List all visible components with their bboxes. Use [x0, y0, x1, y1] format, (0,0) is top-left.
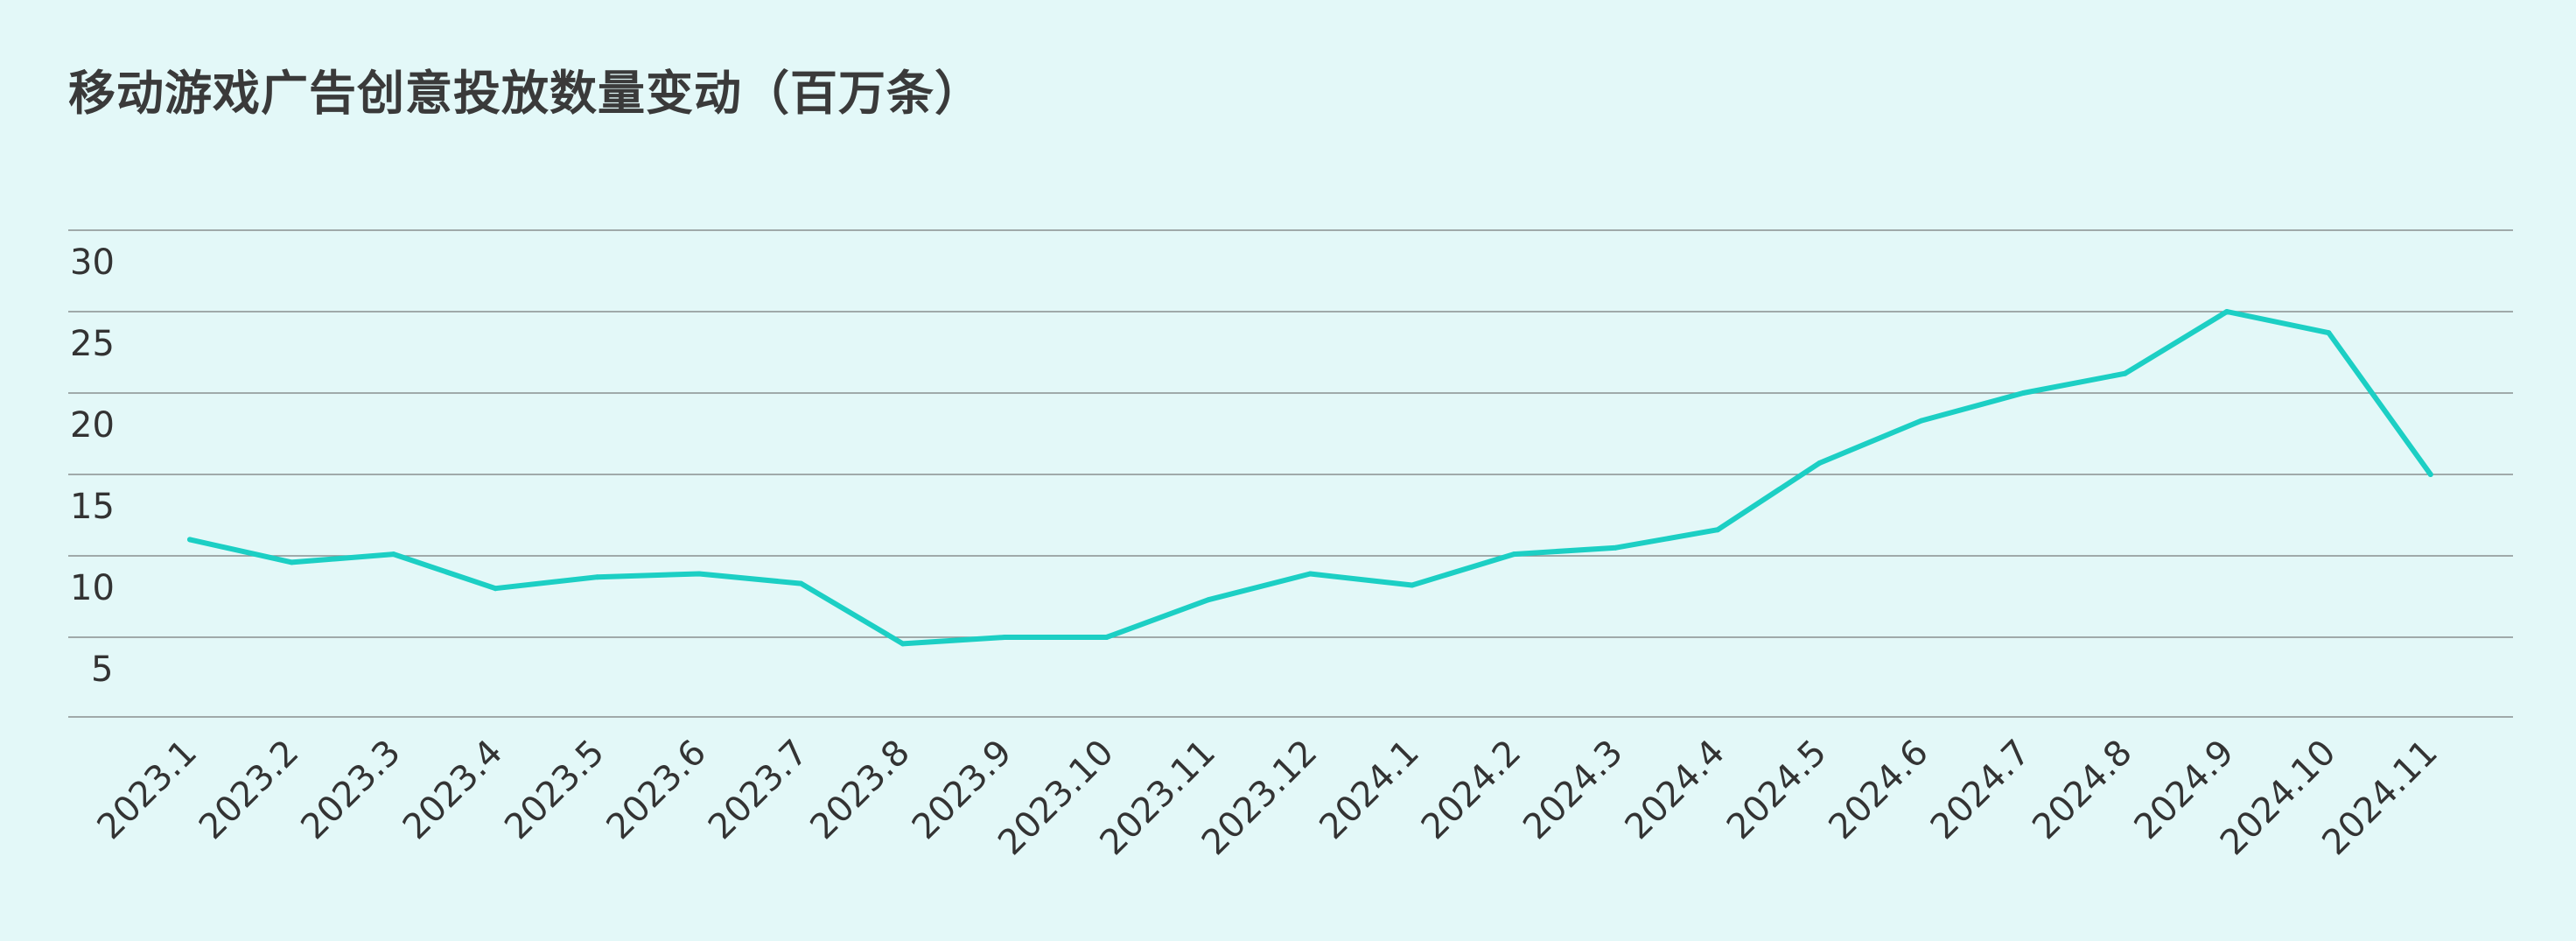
y-tick-label: 10 — [70, 568, 115, 608]
data-point — [1002, 635, 1008, 640]
y-tick-label: 15 — [70, 487, 115, 527]
x-tick-label: 2024.3 — [1516, 733, 1630, 847]
x-tick-label: 2024.2 — [1414, 733, 1529, 847]
x-tick-label: 2023.3 — [293, 733, 408, 847]
series-layer — [187, 309, 2433, 647]
data-point — [1816, 460, 1823, 466]
data-point — [1511, 551, 1517, 558]
data-point — [1103, 635, 1110, 640]
data-point — [2326, 330, 2332, 336]
data-point — [900, 641, 906, 647]
data-point — [390, 551, 396, 558]
y-axis-ticks: 30 25 20 15 10 5 — [70, 242, 115, 690]
grid-layer — [68, 229, 2513, 718]
series-line — [187, 309, 2433, 647]
chart-title: 移动游戏广告创意投放数量变动（百万条） — [68, 66, 983, 121]
data-point — [1206, 597, 1211, 603]
data-point — [1613, 544, 1619, 551]
x-tick-label: 2024.5 — [1719, 733, 1834, 847]
x-tick-label: 2024.1 — [1312, 733, 1426, 847]
data-point — [289, 559, 295, 565]
data-point — [2020, 390, 2026, 396]
data-point — [493, 586, 499, 592]
data-point — [798, 580, 804, 586]
data-point — [2427, 472, 2433, 477]
data-point — [187, 537, 192, 543]
x-tick-label: 2023.8 — [802, 733, 917, 847]
y-tick-label: 30 — [70, 242, 115, 283]
y-tick-label: 5 — [91, 650, 113, 690]
x-tick-label: 2023.7 — [701, 733, 816, 847]
x-tick-label: 2024.7 — [1923, 733, 2038, 847]
x-tick-label: 2023.6 — [599, 733, 714, 847]
data-point — [1918, 418, 1924, 424]
x-tick-label: 2024.8 — [2025, 733, 2139, 847]
data-point — [1715, 527, 1720, 533]
data-point — [594, 574, 600, 580]
x-tick-label: 2024.4 — [1618, 733, 1732, 847]
data-point — [2224, 309, 2230, 314]
data-point — [1409, 582, 1415, 588]
x-tick-label: 2024.6 — [1821, 733, 1936, 847]
x-tick-label: 2023.2 — [192, 733, 306, 847]
x-axis-ticks: 2023.12023.22023.32023.42023.52023.62023… — [90, 733, 2446, 863]
data-point — [1307, 571, 1313, 577]
x-tick-label: 2023.4 — [396, 733, 510, 847]
data-point — [2122, 370, 2128, 376]
x-tick-label: 2023.5 — [497, 733, 612, 847]
y-tick-label: 25 — [70, 324, 115, 364]
x-tick-label: 2023.1 — [90, 733, 205, 847]
y-tick-label: 20 — [70, 405, 115, 446]
data-point — [696, 571, 702, 577]
